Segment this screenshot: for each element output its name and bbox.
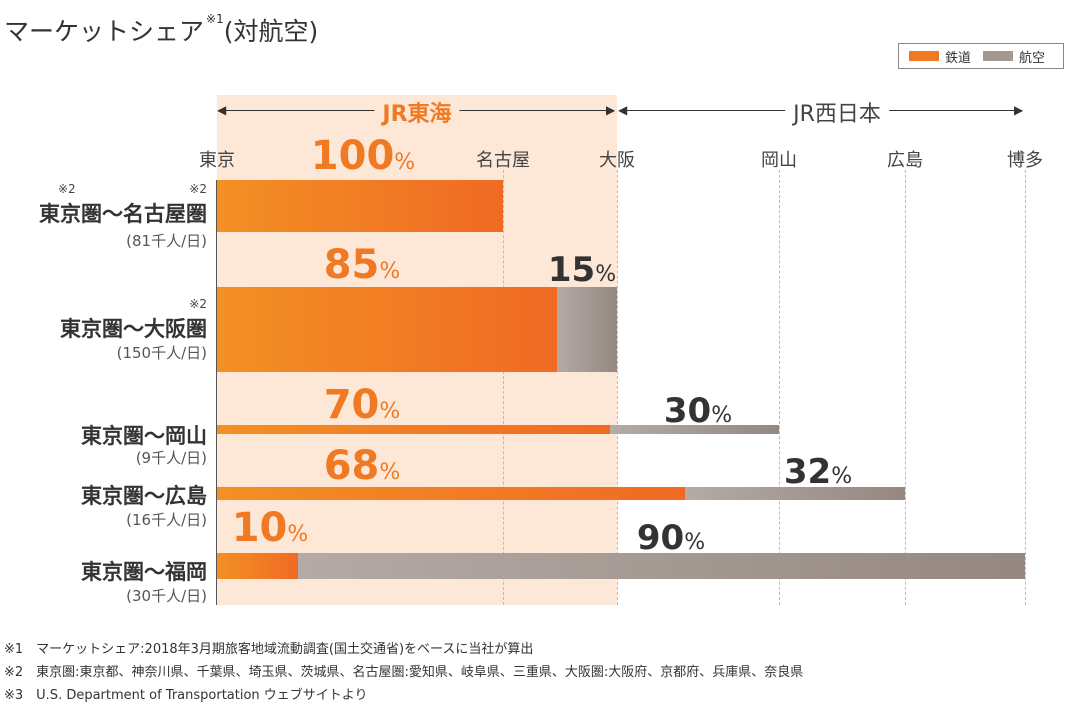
bar-rail	[217, 287, 557, 372]
station-label: 東京	[199, 150, 235, 171]
arrow-right-head: ▶	[1014, 103, 1024, 117]
legend-rail-swatch	[909, 51, 939, 61]
title-text: マーケットシェア	[4, 17, 205, 46]
rail-share-label: 68%	[323, 443, 401, 489]
gridline-大阪	[617, 170, 618, 605]
gridline-博多	[1025, 170, 1026, 605]
air-share-label: 30%	[663, 391, 733, 431]
bar-air	[610, 425, 779, 434]
station-label: 広島	[887, 150, 923, 171]
rail-share-label: 70%	[323, 382, 401, 428]
chart-title: マーケットシェア ※1(対航空)	[4, 12, 318, 48]
route-volume: (30千人/日)	[126, 587, 207, 605]
route-note: ※2	[58, 182, 76, 196]
company-label: JR東海	[374, 96, 460, 128]
station-label: 岡山	[761, 150, 797, 171]
arrow-right-head: ▶	[606, 103, 616, 117]
legend-rail-label: 鉄道	[945, 50, 972, 66]
rail-share-label: 100%	[310, 133, 416, 179]
route-volume: (81千人/日)	[126, 232, 207, 250]
route-name: 東京圏〜福岡	[81, 560, 207, 584]
gridline-岡山	[779, 170, 780, 605]
route-note: ※2	[189, 297, 207, 311]
legend: 鉄道 航空	[898, 43, 1064, 69]
route-name: 東京圏〜名古屋圏	[39, 202, 207, 226]
arrow-left-head: ◀	[618, 103, 628, 117]
station-label: 名古屋	[476, 150, 530, 171]
station-label: 博多	[1007, 150, 1043, 171]
bar-air	[557, 287, 617, 372]
station-label: 大阪	[599, 150, 635, 171]
footnote-1: ※1 マーケットシェア:2018年3月期旅客地域流動調査(国土交通省)をベースに…	[4, 642, 534, 657]
bar-rail	[217, 553, 298, 579]
footnote-3: ※3 U.S. Department of Transportation ウェブ…	[4, 688, 368, 703]
air-share-label: 15%	[547, 250, 617, 290]
air-share-label: 32%	[783, 452, 853, 492]
gridline-広島	[905, 170, 906, 605]
bar-air	[297, 553, 1025, 579]
air-share-label: 90%	[636, 518, 706, 558]
y-axis-line	[216, 180, 217, 605]
bar-rail	[217, 487, 685, 500]
route-volume: (16千人/日)	[126, 511, 207, 529]
route-volume: (9千人/日)	[135, 449, 207, 467]
route-note: ※2	[189, 182, 207, 196]
rail-share-label: 85%	[323, 242, 401, 288]
title-note: ※1	[206, 12, 224, 26]
bar-air	[684, 487, 905, 500]
footnote-2: ※2 東京圏:東京都、神奈川県、千葉県、埼玉県、茨城県、名古屋圏:愛知県、岐阜県…	[4, 665, 804, 680]
route-name: 東京圏〜大阪圏	[60, 317, 207, 341]
route-name: 東京圏〜広島	[81, 484, 207, 508]
title-suffix: (対航空)	[223, 17, 319, 46]
route-name: 東京圏〜岡山	[81, 424, 207, 448]
company-label: JR西日本	[785, 96, 889, 128]
route-volume: (150千人/日)	[116, 344, 207, 362]
legend-air-swatch	[983, 51, 1014, 61]
bar-rail	[217, 180, 503, 232]
bar-rail	[217, 425, 611, 434]
rail-share-label: 10%	[231, 505, 309, 551]
arrow-left-head: ◀	[217, 103, 227, 117]
legend-air-label: 航空	[1019, 50, 1046, 66]
gridline-名古屋	[503, 170, 504, 605]
